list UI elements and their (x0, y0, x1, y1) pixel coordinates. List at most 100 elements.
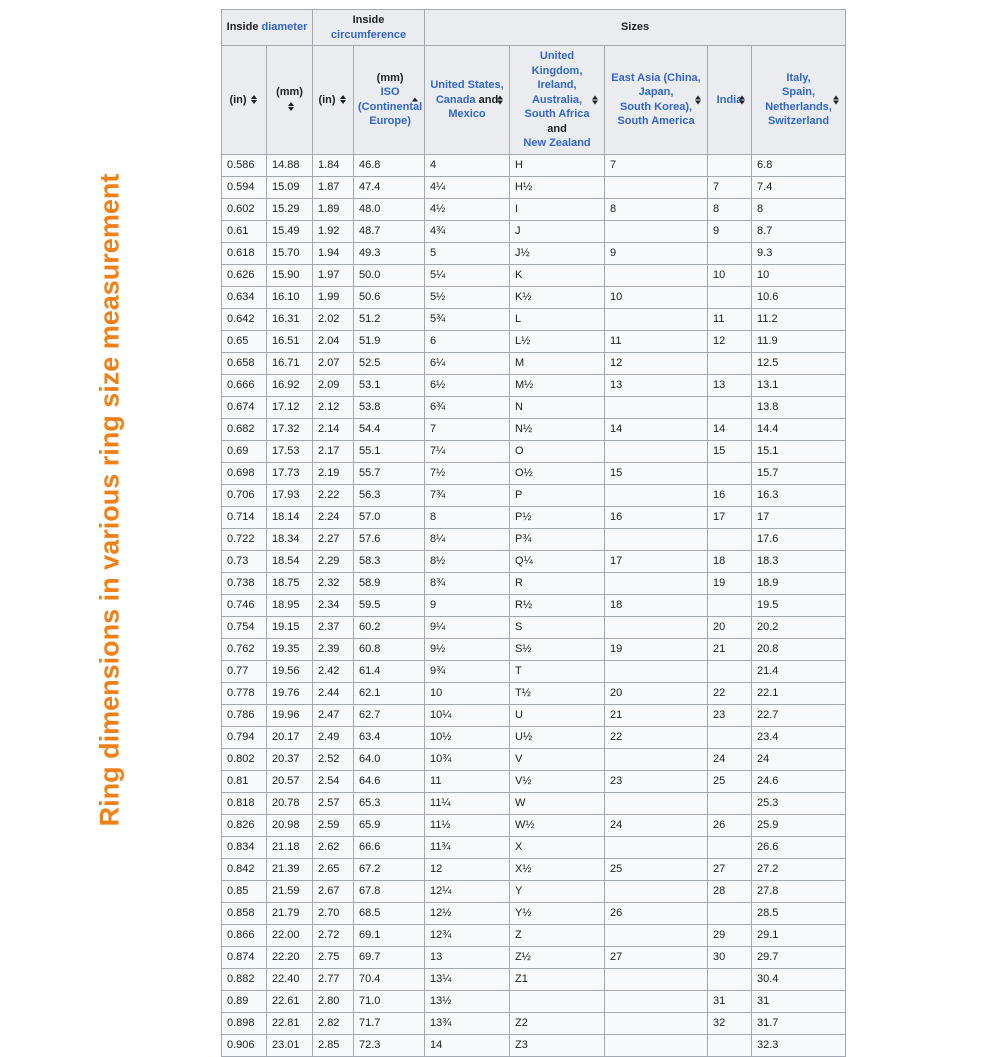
cell-ea (604, 879, 709, 903)
cell-italy: 13.8 (751, 395, 847, 419)
cell-india: 22 (707, 681, 753, 705)
col-header-india[interactable]: India (707, 45, 753, 155)
sort-indicator-icon[interactable] (738, 94, 747, 105)
cell-in2: 2.57 (312, 791, 355, 815)
col-header-italy[interactable]: Italy, Spain, Netherlands, Switzerland (751, 45, 847, 155)
cell-iso: 71.7 (353, 1011, 426, 1035)
col-header-united-states[interactable]: United States, Canada and Mexico (424, 45, 511, 155)
cell-ea: 18 (604, 593, 709, 617)
cell-mm1: 17.32 (265, 417, 314, 441)
cell-mm1: 19.56 (265, 659, 314, 683)
sort-ascending-icon[interactable] (411, 94, 420, 105)
cell-us: 8½ (424, 549, 511, 573)
uk-line-3[interactable]: Australia, (531, 93, 583, 106)
col-header-inside-diameter-in[interactable]: (in) (221, 45, 267, 155)
uk-line-1[interactable]: United Kingdom, (531, 50, 583, 77)
table-row: 0.89 22.61 2.80 71.0 13½ 31 31 (221, 989, 847, 1013)
cell-uk: K½ (509, 285, 606, 309)
cell-iso: 55.1 (353, 439, 426, 463)
uk-line-5[interactable]: New Zealand (523, 137, 591, 150)
cell-in1: 0.634 (221, 285, 267, 309)
cell-italy: 10.6 (751, 285, 847, 309)
cell-mm1: 17.53 (265, 439, 314, 463)
cell-in2: 2.29 (312, 549, 355, 573)
col-header-inside-circumference-in[interactable]: (in) (312, 45, 355, 155)
ea-line-3[interactable]: South Korea), (619, 100, 693, 113)
cell-us: 4½ (424, 197, 511, 221)
table-row: 0.738 18.75 2.32 58.9 8¾ R 19 18.9 (221, 571, 847, 595)
cell-italy: 26.6 (751, 835, 847, 859)
cell-india: 9 (707, 219, 753, 243)
sort-indicator-icon[interactable] (250, 94, 259, 105)
iso-link[interactable]: ISO (380, 86, 400, 99)
cell-uk: L (509, 307, 606, 331)
cell-iso: 59.5 (353, 593, 426, 617)
cell-in2: 2.27 (312, 527, 355, 551)
ea-line-2[interactable]: Japan, (638, 86, 674, 99)
cell-ea (604, 967, 709, 991)
sort-indicator-icon[interactable] (339, 94, 348, 105)
cell-us: 11¾ (424, 835, 511, 859)
sort-indicator-icon[interactable] (496, 94, 505, 105)
cell-mm1: 17.73 (265, 461, 314, 485)
cell-in2: 2.49 (312, 725, 355, 749)
us-line-1[interactable]: United States, (430, 79, 504, 92)
cell-iso: 53.8 (353, 395, 426, 419)
cell-in1: 0.69 (221, 439, 267, 463)
cell-uk: S½ (509, 637, 606, 661)
cell-india: 8 (707, 197, 753, 221)
cell-us: 10 (424, 681, 511, 705)
inside-circumference-prefix: Inside (352, 14, 385, 26)
cell-us: 7¾ (424, 483, 511, 507)
sort-indicator-icon[interactable] (832, 94, 841, 105)
ring-size-table-container: Inside diameter Inside circumference Siz… (220, 8, 847, 1057)
col-header-iso[interactable]: (mm) ISO (Continental Europe) (353, 45, 426, 155)
ea-line-1[interactable]: East Asia (China, (611, 71, 701, 84)
india-label[interactable]: India (716, 93, 743, 106)
cell-uk: X (509, 835, 606, 859)
cell-us: 5¼ (424, 263, 511, 287)
us-line-3[interactable]: Mexico (448, 108, 486, 121)
sizes-label: Sizes (620, 21, 650, 34)
table-row: 0.666 16.92 2.09 53.1 6½ M½ 13 13 13.1 (221, 373, 847, 397)
circumference-link[interactable]: circumference (330, 28, 407, 41)
cell-ea (604, 791, 709, 815)
table-body: 0.586 14.88 1.84 46.8 4 H 7 6.8 0.594 15.09 1.87 47… (221, 153, 847, 1057)
uk-line-2[interactable]: Ireland, (537, 79, 577, 92)
cell-mm1: 22.61 (265, 989, 314, 1013)
col-header-inside-diameter-mm[interactable]: (mm) (265, 45, 314, 155)
cell-in2: 2.39 (312, 637, 355, 661)
cell-mm1: 14.88 (265, 153, 314, 177)
cell-mm1: 22.00 (265, 923, 314, 947)
cell-in2: 2.04 (312, 329, 355, 353)
cell-us: 13½ (424, 989, 511, 1013)
cell-us: 9½ (424, 637, 511, 661)
it-line-4[interactable]: Switzerland (767, 115, 830, 128)
table-row: 0.626 15.90 1.97 50.0 5¼ K 10 10 (221, 263, 847, 287)
cell-india: 20 (707, 615, 753, 639)
cell-uk: T (509, 659, 606, 683)
it-line-3[interactable]: Netherlands, (765, 100, 832, 113)
cell-ea (604, 439, 709, 463)
table-row: 0.842 21.39 2.65 67.2 12 X½ 25 27 27.2 (221, 857, 847, 881)
cell-italy: 12.5 (751, 351, 847, 375)
sort-indicator-icon[interactable] (591, 94, 600, 105)
sort-indicator-icon[interactable] (694, 94, 703, 105)
col-header-east-asia[interactable]: East Asia (China, Japan, South Korea), S… (604, 45, 709, 155)
it-line-1[interactable]: Italy, (786, 71, 811, 84)
ea-line-4[interactable]: South America (617, 115, 695, 128)
cell-in1: 0.722 (221, 527, 267, 551)
us-line-2a[interactable]: Canada (435, 93, 476, 106)
col-header-united-kingdom[interactable]: United Kingdom, Ireland, Australia, Sout… (509, 45, 606, 155)
it-line-2[interactable]: Spain, (782, 86, 816, 99)
sort-indicator-icon[interactable] (287, 101, 296, 112)
cell-iso: 58.9 (353, 571, 426, 595)
uk-line-4a[interactable]: South Africa (524, 108, 590, 121)
cell-mm1: 19.76 (265, 681, 314, 705)
cell-iso: 48.7 (353, 219, 426, 243)
diameter-link[interactable]: diameter (261, 21, 308, 34)
cell-italy: 18.9 (751, 571, 847, 595)
iso-region-label[interactable]: (Continental Europe) (358, 100, 423, 128)
cell-mm1: 23.01 (265, 1033, 314, 1057)
cell-us: 14 (424, 1033, 511, 1057)
